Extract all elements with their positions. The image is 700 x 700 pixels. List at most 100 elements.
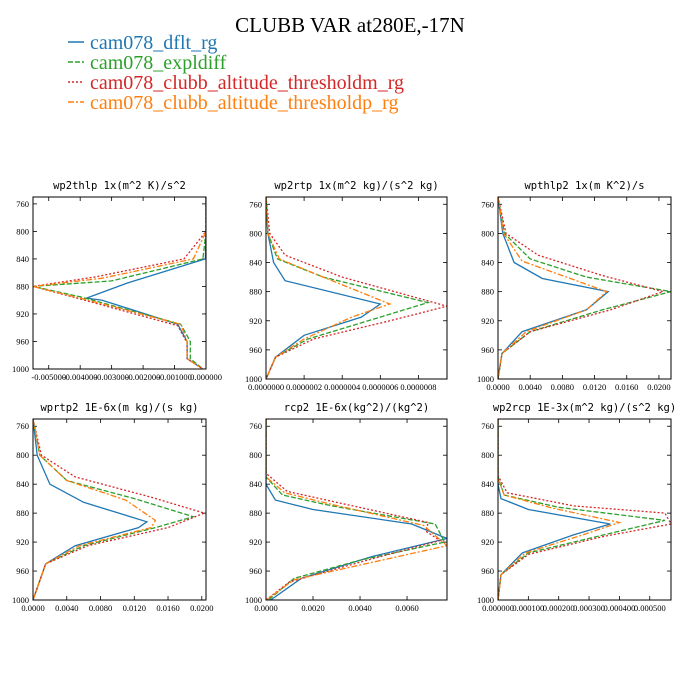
y-tick-label: 920 xyxy=(249,537,262,547)
y-tick-label: 760 xyxy=(481,199,494,209)
series-line-4 xyxy=(266,197,392,379)
x-tick-label: 0.0000 xyxy=(21,603,44,613)
panel-5: rcp2 1E-6x(kg^2)/(kg^2) 760 800 840 880 920 96… xyxy=(245,402,448,613)
x-tick-label: 0.0020 xyxy=(301,603,324,613)
series-line-1 xyxy=(266,419,447,600)
x-tick-label: 0.000400 xyxy=(603,603,635,613)
panel-3: wpthlp2 1x(m K^2)/s 760 800 840 880 920 960 100… xyxy=(477,180,672,392)
x-tick-label: 0.0000000 xyxy=(248,382,284,392)
x-tick-label: -0.002000 xyxy=(126,372,161,382)
plot-frame xyxy=(497,418,672,601)
x-tick-label: 0.0000006 xyxy=(362,382,398,392)
x-tick-label: 0.0060 xyxy=(395,603,418,613)
series-line-1 xyxy=(33,419,149,600)
panel-2: wp2rtp 1x(m^2 kg)/(s^2 kg) 760 800 840 880 92… xyxy=(245,180,448,392)
x-tick-label: 0.000200 xyxy=(543,603,575,613)
x-tick-label: 0.000300 xyxy=(573,603,605,613)
series-line-4 xyxy=(498,197,608,379)
x-tick-label: 0.0000 xyxy=(254,603,277,613)
series-line-4 xyxy=(266,419,447,600)
y-tick-label: 880 xyxy=(16,281,29,291)
legend-entry-2: cam078_clubb_altitude_thresholdm_rg xyxy=(90,72,404,94)
y-tick-label: 840 xyxy=(249,479,262,489)
panel-6: wp2rcp 1E-3x(m^2 kg)/(s^2 kg) 760 800 840 88… xyxy=(477,402,676,613)
y-tick-label: 880 xyxy=(249,287,262,297)
series-line-1 xyxy=(86,197,206,369)
series-line-2 xyxy=(498,197,671,379)
series-line-1 xyxy=(498,197,610,379)
x-tick-label: 0.0200 xyxy=(647,382,670,392)
y-tick-label: 960 xyxy=(481,345,494,355)
legend-entry-3: cam078_clubb_altitude_thresholdp_rg xyxy=(90,92,398,114)
y-tick-label: 920 xyxy=(249,316,262,326)
plot-frame xyxy=(497,196,672,380)
y-tick-label: 800 xyxy=(16,226,29,236)
x-tick-label: 0.0000 xyxy=(486,382,509,392)
x-tick-label: 0.000100 xyxy=(512,603,544,613)
y-tick-label: 760 xyxy=(249,421,262,431)
y-tick-label: 800 xyxy=(481,450,494,460)
y-tick-label: 840 xyxy=(16,479,29,489)
series-line-4 xyxy=(498,419,622,600)
panel-title: wp2rcp 1E-3x(m^2 kg)/(s^2 kg) xyxy=(493,402,676,414)
series-line-1 xyxy=(498,419,611,600)
y-tick-label: 800 xyxy=(249,450,262,460)
y-tick-label: 840 xyxy=(481,479,494,489)
x-tick-label: 0.0080 xyxy=(89,603,112,613)
y-tick-label: 880 xyxy=(481,287,494,297)
y-tick-label: 760 xyxy=(249,199,262,209)
x-tick-label: 0.0040 xyxy=(55,603,78,613)
panels: wp2thlp 1x(m^2 K)/s^2 760 800 840 880 920 960 1… xyxy=(12,180,676,613)
series-line-3 xyxy=(266,197,447,379)
legend: cam078_dflt_rgcam078_expldiffcam078_club… xyxy=(68,32,404,114)
x-tick-label: 0.0040 xyxy=(518,382,541,392)
y-tick-label: 1000 xyxy=(477,374,494,384)
panel-title: wpthlp2 1x(m K^2)/s xyxy=(524,180,644,192)
x-tick-label: 0.0120 xyxy=(583,382,606,392)
x-tick-label: 0.0080 xyxy=(551,382,574,392)
y-tick-label: 760 xyxy=(16,199,29,209)
x-tick-label: 0.0000004 xyxy=(324,382,361,392)
y-tick-label: 960 xyxy=(249,345,262,355)
series-line-1 xyxy=(266,197,382,379)
y-tick-label: 840 xyxy=(16,254,29,264)
x-tick-label: 0.0160 xyxy=(615,382,638,392)
x-tick-label: -0.005000 xyxy=(31,372,66,382)
y-tick-label: 840 xyxy=(481,258,494,268)
x-tick-label: 0.0000002 xyxy=(286,382,322,392)
y-tick-label: 960 xyxy=(16,566,29,576)
series-line-2 xyxy=(266,419,446,600)
series-line-2 xyxy=(498,419,666,600)
legend-entry-0: cam078_dflt_rg xyxy=(90,32,217,54)
y-tick-label: 960 xyxy=(481,566,494,576)
panel-4: wprtp2 1E-6x(m kg)/(s kg) 760 800 840 880 920… xyxy=(12,402,213,613)
y-tick-label: 880 xyxy=(16,508,29,518)
x-tick-label: -0.003000 xyxy=(94,372,129,382)
y-tick-label: 1000 xyxy=(245,595,262,605)
series-line-3 xyxy=(498,197,666,379)
panel-1: wp2thlp 1x(m^2 K)/s^2 760 800 840 880 920 960 1… xyxy=(12,180,222,382)
x-tick-label: 0.0200 xyxy=(190,603,213,613)
series-line-3 xyxy=(266,419,442,600)
panel-title: wprtp2 1E-6x(m kg)/(s kg) xyxy=(40,402,198,414)
series-line-2 xyxy=(33,197,206,369)
y-tick-label: 800 xyxy=(481,228,494,238)
x-tick-label: 0.000500 xyxy=(634,603,666,613)
series-line-4 xyxy=(33,419,157,600)
y-tick-label: 840 xyxy=(249,258,262,268)
x-tick-label: 0.000000 xyxy=(482,603,514,613)
y-tick-label: 760 xyxy=(16,421,29,431)
plot-frame xyxy=(265,418,448,601)
plot-frame xyxy=(265,196,448,380)
x-tick-label: 0.0040 xyxy=(348,603,371,613)
panel-title: rcp2 1E-6x(kg^2)/(kg^2) xyxy=(284,402,429,414)
y-tick-label: 920 xyxy=(481,537,494,547)
x-tick-label: -0.001000 xyxy=(157,372,192,382)
y-tick-label: 920 xyxy=(481,316,494,326)
legend-entry-1: cam078_expldiff xyxy=(90,52,227,74)
panel-title: wp2rtp 1x(m^2 kg)/(s^2 kg) xyxy=(274,180,438,192)
y-tick-label: 1000 xyxy=(12,364,29,374)
y-tick-label: 920 xyxy=(16,537,29,547)
y-tick-label: 880 xyxy=(481,508,494,518)
